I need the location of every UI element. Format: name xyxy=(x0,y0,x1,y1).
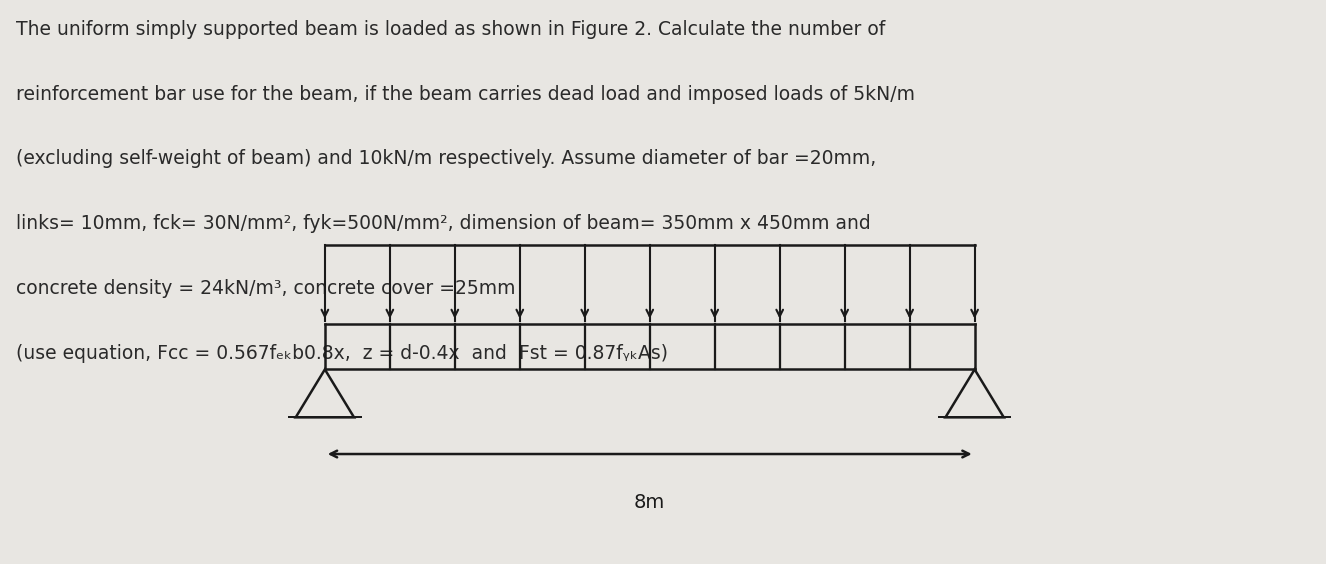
Text: (excluding self-weight of beam) and 10kN/m respectively. Assume diameter of bar : (excluding self-weight of beam) and 10kN… xyxy=(16,149,876,169)
Text: 8m: 8m xyxy=(634,494,666,513)
Text: concrete density = 24kN/m³, concrete cover =25mm: concrete density = 24kN/m³, concrete cov… xyxy=(16,279,516,298)
Text: links= 10mm, fck= 30N/mm², fyk=500N/mm², dimension of beam= 350mm x 450mm and: links= 10mm, fck= 30N/mm², fyk=500N/mm²,… xyxy=(16,214,871,233)
Text: reinforcement bar use for the beam, if the beam carries dead load and imposed lo: reinforcement bar use for the beam, if t… xyxy=(16,85,915,104)
Text: (use equation, Fcc = 0.567fₑₖb0.8x,  z = d-0.4x  and  Fst = 0.87fᵧₖAs): (use equation, Fcc = 0.567fₑₖb0.8x, z = … xyxy=(16,344,668,363)
Text: The uniform simply supported beam is loaded as shown in Figure 2. Calculate the : The uniform simply supported beam is loa… xyxy=(16,20,886,39)
